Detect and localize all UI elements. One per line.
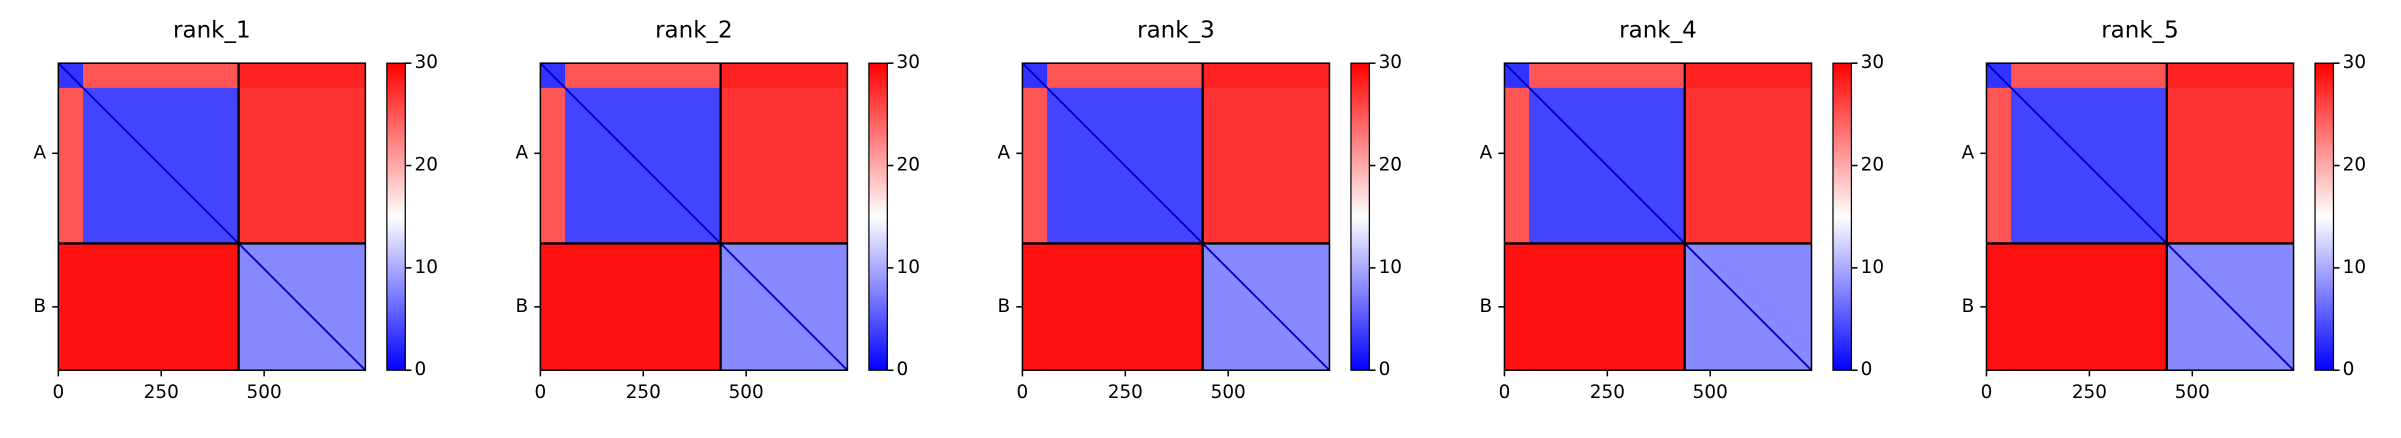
x-tick-label: 500: [729, 382, 764, 403]
panel-title: rank_3: [1137, 17, 1215, 43]
colorbar-tick-label: 10: [1379, 257, 1402, 278]
plot-frame: [1021, 62, 1331, 371]
x-tick-label: 250: [144, 382, 179, 403]
heatmap-cell: [1529, 243, 1686, 371]
colorbar-tick-label: 0: [1379, 359, 1391, 380]
x-tick-label: 250: [626, 382, 661, 403]
colorbar-tick-label: 10: [897, 257, 920, 278]
heatmap-cell: [83, 243, 240, 371]
colorbar-tick-label: 10: [2343, 257, 2366, 278]
x-tick-label: 0: [1499, 382, 1511, 403]
heatmap-cell: [565, 243, 722, 371]
x-tick-label: 250: [1590, 382, 1625, 403]
colorbar-tick-label: 20: [897, 155, 920, 176]
x-tick-label: 500: [1693, 382, 1728, 403]
diagonal: [539, 62, 849, 371]
heatmap-cell: [238, 63, 366, 89]
diagonal: [57, 62, 367, 371]
y-tick-label: B: [1962, 296, 1975, 317]
x-tick-label: 250: [2072, 382, 2107, 403]
colorbar-tick-label: 20: [414, 155, 437, 176]
x-tick-label: 250: [1108, 382, 1143, 403]
panel-title: rank_2: [655, 17, 733, 43]
colorbar-tick-label: 20: [1379, 155, 1402, 176]
x-tick-label: 0: [52, 382, 64, 403]
heatmap-cell: [238, 87, 366, 244]
heatmap-cell: [540, 243, 566, 371]
heatmap-cell: [1047, 63, 1204, 89]
y-tick-label: A: [516, 142, 529, 163]
heatmap-cell: [1684, 63, 1812, 89]
y-tick-label: A: [1962, 142, 1975, 163]
colorbar-tick-label: 30: [1861, 52, 1884, 73]
y-tick-label: B: [997, 296, 1010, 317]
colorbar-tick-label: 0: [1861, 359, 1873, 380]
heatmap-cell: [1022, 87, 1048, 244]
x-tick-label: 500: [247, 382, 282, 403]
colorbar-tick-label: 10: [1861, 257, 1884, 278]
y-tick-label: A: [998, 142, 1011, 163]
colorbar-tick-label: 30: [414, 52, 437, 73]
colorbar-tick-label: 10: [414, 257, 437, 278]
heatmap-cell: [565, 63, 722, 89]
heatmap-cell: [1986, 243, 2012, 371]
colorbar: [1832, 62, 1853, 371]
panel-title: rank_5: [2101, 17, 2179, 43]
heatmap-cell: [58, 243, 84, 371]
x-tick-label: 0: [1017, 382, 1029, 403]
heatmap-cell: [540, 87, 566, 244]
y-tick-label: A: [33, 142, 46, 163]
plot-frame: [1503, 62, 1813, 371]
heatmap-cell: [2166, 63, 2294, 89]
x-tick-label: 0: [1981, 382, 1993, 403]
colorbar-tick-label: 0: [897, 359, 909, 380]
plot-frame: [1985, 62, 2295, 371]
panel-title: rank_4: [1619, 17, 1697, 43]
y-tick-label: B: [1480, 296, 1493, 317]
heatmap-cell: [1986, 87, 2012, 244]
heatmap-cell: [58, 87, 84, 244]
heatmap-cell: [720, 63, 848, 89]
heatmap-cell: [1684, 87, 1812, 244]
colorbar-tick-label: 20: [2343, 155, 2366, 176]
colorbar-tick-label: 30: [2343, 52, 2366, 73]
heatmap-cell: [83, 63, 240, 89]
panel-title: rank_1: [173, 17, 251, 43]
colorbar: [868, 62, 888, 371]
x-tick-label: 0: [535, 382, 547, 403]
x-tick-label: 500: [1211, 382, 1246, 403]
y-tick-label: A: [1480, 142, 1493, 163]
heatmap-cell: [1504, 87, 1530, 244]
heatmap-cell: [1529, 63, 1686, 89]
x-tick-label: 500: [2175, 382, 2210, 403]
colorbar: [386, 62, 406, 371]
plot-frame: [539, 62, 849, 371]
heatmap-cell: [720, 87, 848, 244]
colorbar-tick-label: 0: [2343, 359, 2355, 380]
diagonal: [1021, 62, 1331, 371]
heatmap-cell: [2011, 63, 2168, 89]
colorbar-tick-label: 30: [897, 52, 920, 73]
colorbar: [2314, 62, 2335, 371]
colorbar-tick-label: 30: [1379, 52, 1402, 73]
y-tick-label: B: [33, 296, 46, 317]
diagonal: [1503, 62, 1813, 371]
colorbar-tick-label: 0: [414, 359, 426, 380]
colorbar: [1350, 62, 1370, 371]
heatmap-cell: [2166, 87, 2294, 244]
y-tick-label: B: [515, 296, 528, 317]
diagonal: [1985, 62, 2295, 371]
colorbar-tick-label: 20: [1861, 155, 1884, 176]
heatmap-cell: [1504, 243, 1530, 371]
heatmap-cell: [1202, 63, 1330, 89]
heatmap-cell: [1047, 243, 1204, 371]
heatmap-cell: [1022, 243, 1048, 371]
plot-frame: [57, 62, 367, 371]
heatmap-cell: [1202, 87, 1330, 244]
heatmap-cell: [2011, 243, 2168, 371]
